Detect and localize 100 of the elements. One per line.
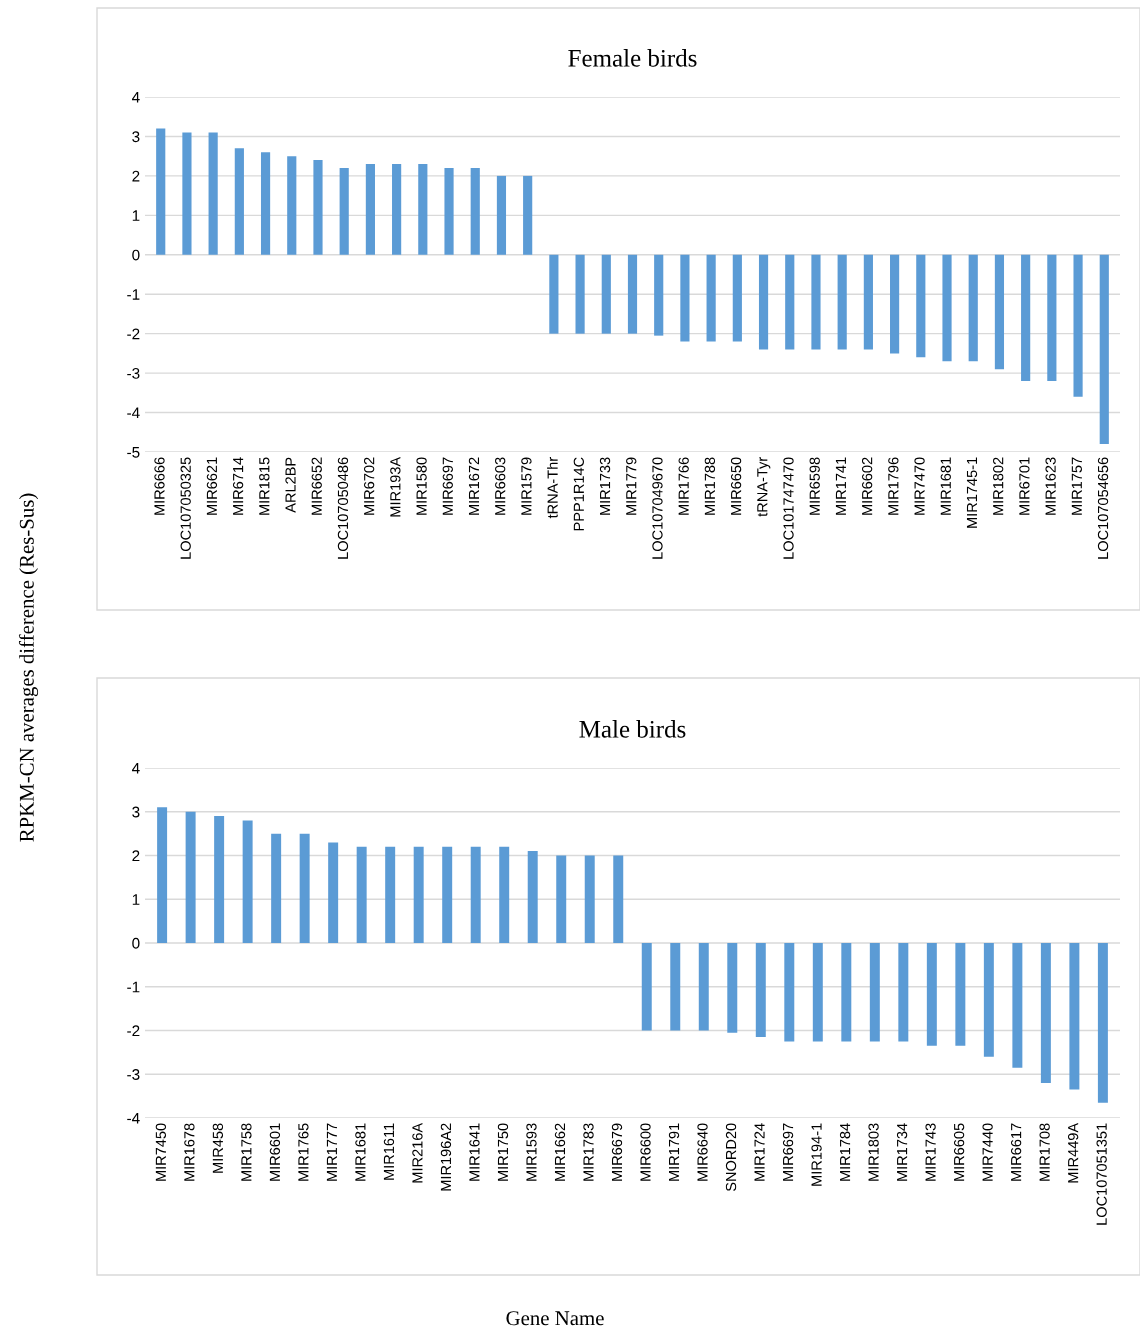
bar xyxy=(556,855,567,943)
x-tick-label: tRNA-Tyr xyxy=(757,457,771,517)
bar xyxy=(654,254,664,336)
x-tick-label: MIR1783 xyxy=(583,1123,594,1181)
bar xyxy=(680,254,690,342)
x-tick-label: MIR194-1 xyxy=(811,1123,822,1186)
y-axis-title: RPKM-CN averages difference (Res-Sus) xyxy=(18,493,39,842)
x-tick-label: LOC107049670 xyxy=(652,457,663,559)
bar xyxy=(601,254,611,334)
bar xyxy=(339,168,349,255)
bar xyxy=(1073,254,1083,397)
bar xyxy=(698,943,709,1031)
bar xyxy=(182,132,192,255)
x-tick-label: MIR1803 xyxy=(868,1123,879,1181)
x-tick-label: MIR1734 xyxy=(896,1123,908,1181)
bar xyxy=(328,842,339,943)
x-tick-label: MIR1765 xyxy=(298,1123,309,1181)
y-tick-label: 3 xyxy=(132,131,140,143)
x-tick-label: MIR6603 xyxy=(495,457,506,515)
x-tick-label: ARL2BP xyxy=(285,457,296,513)
x-tick-label: MIR458 xyxy=(212,1123,224,1173)
x-axis-title: Gene Name xyxy=(506,1311,604,1326)
bar xyxy=(785,254,795,350)
x-tick-label: MIR1750 xyxy=(497,1123,509,1181)
x-tick-label: MIR1623 xyxy=(1045,457,1056,515)
x-tick-label: MIR6601 xyxy=(269,1123,281,1181)
x-tick-label: MIR1641 xyxy=(469,1123,480,1181)
bar xyxy=(627,254,638,334)
bar xyxy=(732,254,742,342)
y-tick-label: -4 xyxy=(127,1113,140,1124)
x-tick-label: MIR193A xyxy=(390,456,401,517)
x-tick-label: MIR7470 xyxy=(914,457,925,515)
x-tick-label: MIR1672 xyxy=(468,457,480,515)
y-tick-label: 2 xyxy=(132,170,140,182)
bar xyxy=(811,254,821,350)
bar xyxy=(499,846,510,943)
y-tick-label: -1 xyxy=(127,981,140,993)
bar xyxy=(287,156,297,255)
bar xyxy=(727,943,738,1033)
bar xyxy=(496,175,507,255)
bar xyxy=(470,168,480,255)
bar xyxy=(365,164,375,255)
bar xyxy=(549,254,559,334)
x-tick-label: MIR1580 xyxy=(416,457,427,515)
bar xyxy=(234,148,244,255)
bar xyxy=(527,851,538,943)
bar xyxy=(863,254,873,350)
x-tick-label: MIR1791 xyxy=(668,1123,680,1181)
x-tick-label: MIR7440 xyxy=(982,1123,993,1181)
x-tick-label: MIR1796 xyxy=(888,457,899,515)
bar xyxy=(299,833,310,943)
x-tick-label: LOC107050486 xyxy=(337,457,349,559)
bar xyxy=(385,846,396,943)
x-tick-label: MIR6617 xyxy=(1010,1123,1022,1181)
x-tick-label: MIR6621 xyxy=(206,457,218,515)
bar xyxy=(916,254,926,358)
bar xyxy=(841,943,852,1042)
y-tick-label: -2 xyxy=(127,328,140,340)
x-tick-label: MIR6702 xyxy=(363,457,375,515)
bar xyxy=(613,855,624,943)
y-tick-label: -1 xyxy=(127,289,140,300)
x-tick-label: MIR1777 xyxy=(326,1123,337,1181)
y-tick-label: -3 xyxy=(127,1069,140,1080)
x-tick-label: MIR6701 xyxy=(1019,457,1030,515)
bar xyxy=(208,132,218,255)
x-tick-label: MIR1745-1 xyxy=(966,457,978,528)
bar xyxy=(444,168,454,255)
bar xyxy=(755,943,766,1038)
bar xyxy=(418,164,428,255)
x-tick-label: MIR1708 xyxy=(1039,1123,1050,1181)
x-tick-label: MIR1724 xyxy=(754,1123,765,1181)
x-tick-label: MIR6679 xyxy=(611,1123,623,1181)
x-tick-label: MIR6714 xyxy=(232,457,244,515)
x-tick-label: MIR216A xyxy=(412,1122,423,1183)
x-tick-label: LOC107051351 xyxy=(1096,1123,1107,1225)
bar xyxy=(271,833,282,943)
y-tick-label: 4 xyxy=(131,92,140,103)
bar xyxy=(584,855,595,943)
y-tick-label: -4 xyxy=(127,407,140,419)
x-tick-label: MIR1579 xyxy=(521,457,532,515)
x-tick-label: MIR1743 xyxy=(925,1123,936,1181)
x-tick-label: MIR1662 xyxy=(554,1123,566,1181)
bar xyxy=(670,943,681,1031)
x-tick-label: MIR449A xyxy=(1067,1122,1079,1183)
x-tick-label: MIR6650 xyxy=(730,457,742,515)
x-tick-label: MIR196A2 xyxy=(440,1123,452,1191)
x-tick-label: SNORD20 xyxy=(725,1123,737,1192)
bar xyxy=(994,254,1005,370)
bar xyxy=(1047,254,1057,381)
bar xyxy=(1099,254,1109,445)
x-tick-label: MIR1733 xyxy=(599,457,611,515)
x-tick-label: tRNA-Thr xyxy=(547,457,558,519)
y-tick-label: -5 xyxy=(127,447,140,458)
y-tick-label: 0 xyxy=(132,937,140,949)
y-tick-label: 1 xyxy=(132,210,140,221)
x-tick-label: MIR7450 xyxy=(155,1123,167,1181)
y-tick-label: -2 xyxy=(127,1025,140,1037)
bar xyxy=(1012,943,1023,1068)
bar xyxy=(313,160,323,255)
x-tick-label: LOC107050325 xyxy=(180,457,191,559)
